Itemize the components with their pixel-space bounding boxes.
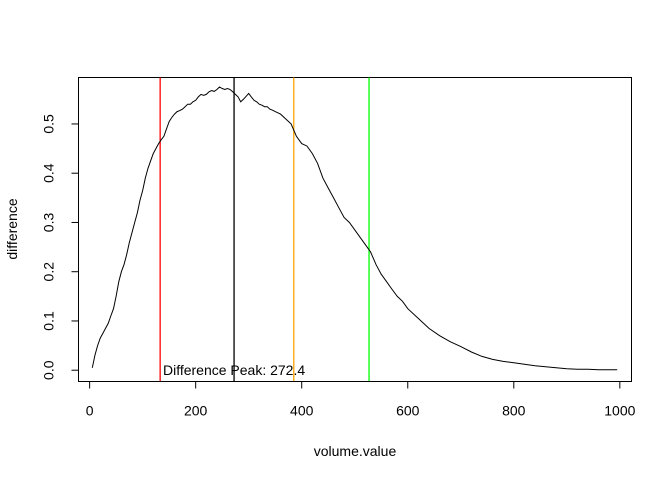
x-tick-label-0: 0 (86, 403, 94, 419)
y-axis: 0.0 0.1 0.2 0.3 0.4 0.5 (41, 114, 79, 380)
y-tick-label-5: 0.5 (41, 114, 57, 134)
x-axis-label: volume.value (314, 443, 397, 459)
x-tick-label-4: 800 (502, 403, 526, 419)
x-axis: 0 200 400 600 800 1000 (86, 381, 636, 419)
annotations: Difference Peak: 272.4 (163, 362, 305, 378)
x-tick-label-1: 200 (184, 403, 208, 419)
y-tick-label-3: 0.3 (41, 213, 57, 233)
x-tick-label-3: 600 (396, 403, 420, 419)
y-tick-label-1: 0.1 (41, 311, 57, 331)
reference-lines (159, 77, 370, 382)
y-tick-label-4: 0.4 (41, 163, 57, 183)
x-tick-label-5: 1000 (604, 403, 635, 419)
peak-annotation: Difference Peak: 272.4 (163, 362, 305, 378)
x-tick-label-2: 400 (290, 403, 314, 419)
y-tick-label-2: 0.2 (41, 262, 57, 282)
y-tick-label-0: 0.0 (41, 360, 57, 380)
difference-series-line (91, 86, 618, 371)
y-axis-label: difference (4, 198, 20, 259)
